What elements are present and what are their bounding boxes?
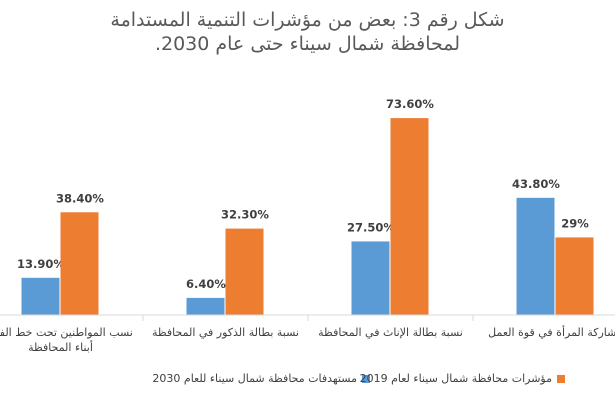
bar [390,118,429,316]
bar [21,277,60,315]
bar [186,297,225,315]
value-label: 43.80% [512,177,560,191]
title-box: شكل رقم 3: بعض من مؤشرات التنمية المستدا… [110,9,505,55]
value-label: 13.90% [17,257,65,271]
value-label: 73.60% [386,97,434,111]
x-tick-label: مشاركة المرأة في قوة العمل [488,326,615,339]
legend-item: مؤشرات محافظة شمال سيناء لعام 2019 [315,372,565,385]
bar [225,228,264,315]
legend-swatch [557,374,565,383]
value-label: 29% [561,216,589,230]
legend-item: مستهدفات محافظة شمال سيناء للعام 2030 [120,372,370,385]
value-label: 38.40% [56,191,104,205]
value-label: 6.40% [186,277,226,291]
legend-label: مؤشرات محافظة شمال سيناء لعام 2019 [359,372,552,385]
legend-entry: مؤشرات محافظة شمال سيناء لعام 2019 [315,372,565,385]
x-tick-label: نسبة بطالة الذكور في المحافظة [151,326,299,339]
chart-title: شكل رقم 3: بعض من مؤشرات التنمية المستدا… [110,9,505,55]
bar [351,241,390,315]
legend-swatch [362,374,370,383]
x-tick-label: نسبة بطالة الإناث في المحافظة [318,326,463,339]
bar [555,237,594,315]
category-box: مشاركة المرأة في قوة العمل [488,326,615,339]
category-box: نسبة بطالة الإناث في المحافظة [318,326,463,339]
legend-label: مستهدفات محافظة شمال سيناء للعام 2030 [152,372,357,385]
value-label: 32.30% [221,208,269,222]
category-box: نسب المواطنين تحت خط الفقر أبناء المحافظ… [0,326,133,354]
bar [60,212,99,315]
value-label: 27.50% [347,220,395,234]
bar [516,197,555,315]
x-tick-label: نسب المواطنين تحت خط الفقر أبناء المحافظ… [0,326,133,354]
legend-entry: مستهدفات محافظة شمال سيناء للعام 2030 [120,372,370,385]
category-box: نسبة بطالة الذكور في المحافظة [151,326,299,339]
